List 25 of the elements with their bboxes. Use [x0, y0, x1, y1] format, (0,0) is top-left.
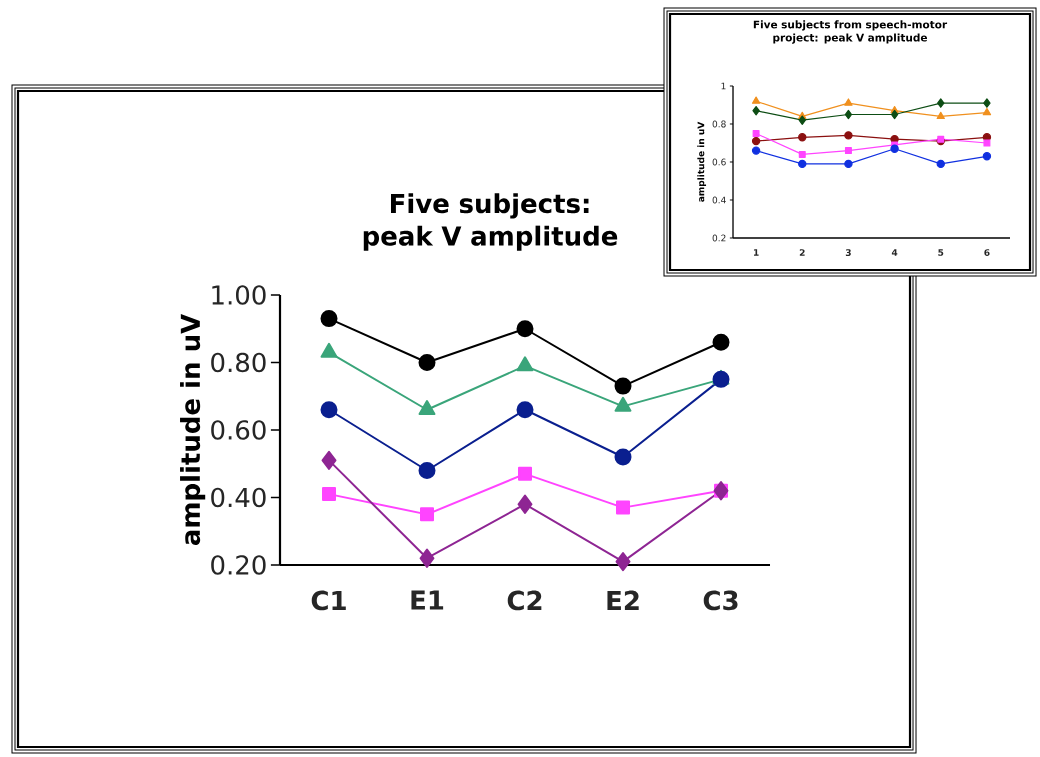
x-tick-label: 5 — [938, 249, 944, 256]
x-tick-label: C3 — [703, 590, 738, 611]
x-tick-label: 1 — [753, 249, 759, 256]
x-tick-label: C1 — [311, 590, 346, 611]
y-tick-label: 0.80 — [211, 352, 266, 373]
chart-title: Five subjects from speech-motor project: peak V amplitude — [753, 20, 948, 44]
y-tick-label: 0.20 — [211, 555, 266, 575]
x-tick-label: 4 — [891, 249, 898, 256]
x-tick-label: E2 — [607, 590, 639, 610]
y-tick-label: 0.60 — [211, 420, 266, 440]
x-tick-label: E1 — [411, 590, 444, 610]
x-tick-label: 3 — [845, 249, 851, 256]
y-tick-label: 1 — [721, 82, 726, 90]
x-tick-label: 6 — [984, 249, 990, 256]
y-tick-label: 0.4 — [712, 196, 726, 204]
y-tick-label: 0.40 — [211, 487, 266, 508]
y-tick-label: 0.2 — [712, 234, 726, 242]
y-axis-title: amplitude in uV — [697, 121, 707, 202]
y-axis-title: amplitude in uV — [180, 313, 206, 546]
y-tick-label: 0.8 — [712, 120, 726, 128]
y-tick-label: 0.6 — [712, 158, 726, 166]
x-tick-label: 2 — [799, 249, 805, 256]
y-tick-label: 1.00 — [212, 285, 266, 305]
chart-title: Five subjects: peak V amplitude — [363, 193, 618, 251]
x-tick-label: C2 — [507, 590, 542, 611]
